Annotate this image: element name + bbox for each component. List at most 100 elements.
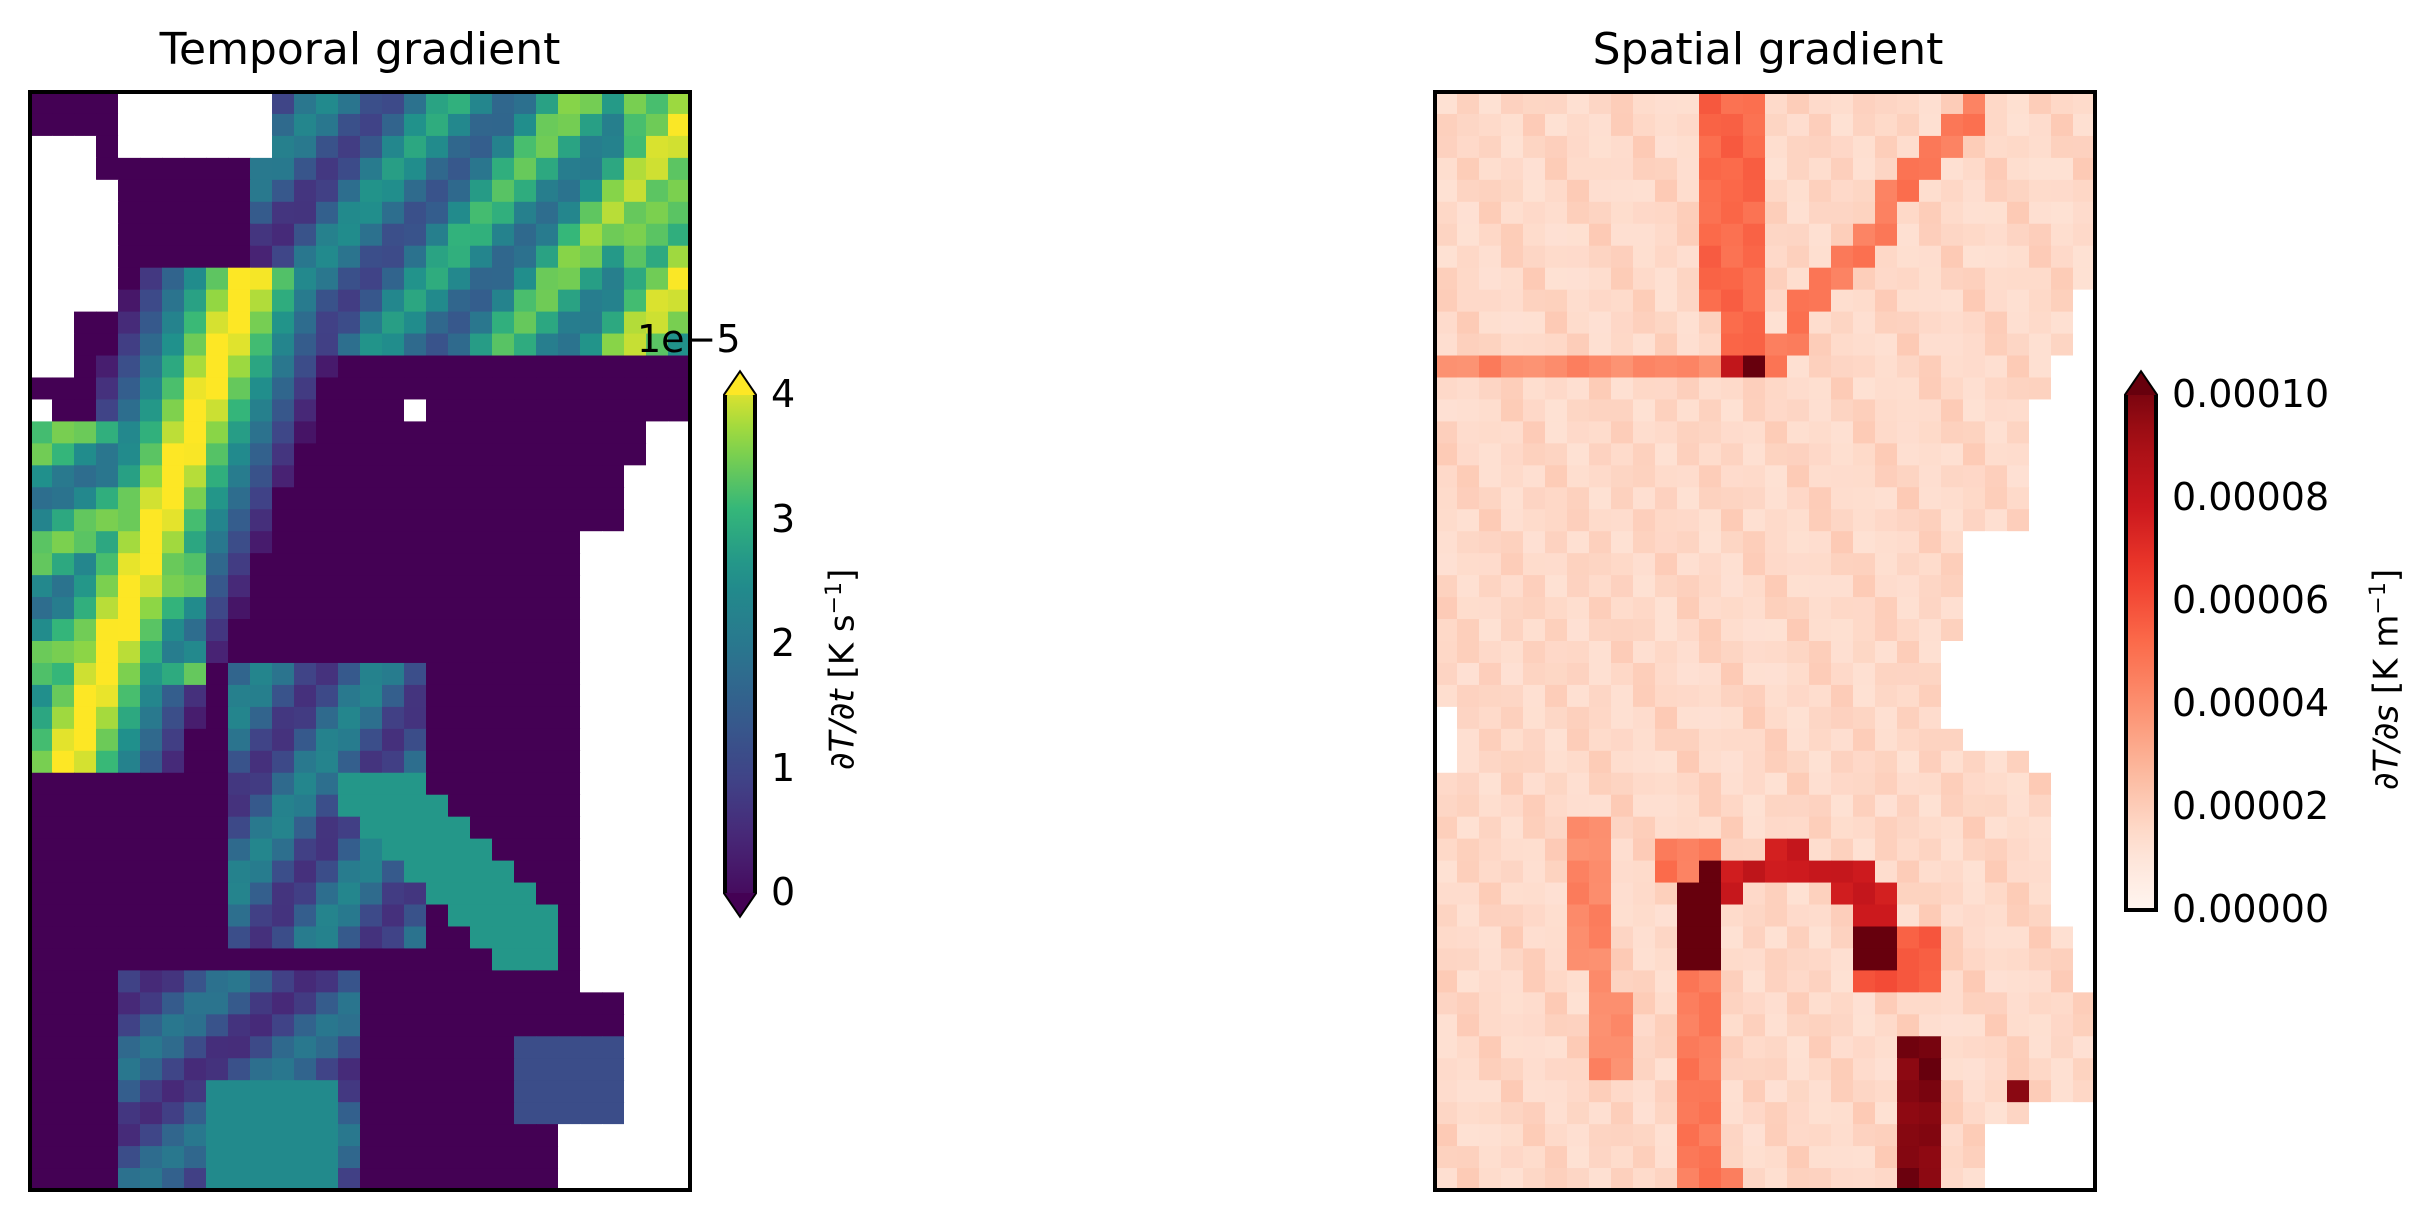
heatmap-cell-temporal-29-25 (580, 728, 603, 752)
heatmap-cell-temporal-44-0 (30, 1058, 53, 1081)
heatmap-cell-spatial-25-29 (2073, 641, 2096, 664)
heatmap-cell-spatial-9-7 (1589, 289, 1612, 313)
heatmap-cell-temporal-49-17 (404, 1168, 427, 1191)
heatmap-cell-spatial-26-14 (1743, 662, 1766, 686)
heatmap-cell-spatial-42-1 (1457, 1014, 1480, 1037)
heatmap-cell-temporal-45-20 (470, 1080, 493, 1103)
heatmap-cell-temporal-30-19 (448, 750, 471, 774)
heatmap-cell-spatial-17-1 (1457, 465, 1480, 488)
heatmap-cell-spatial-27-26 (2007, 684, 2030, 708)
heatmap-cell-temporal-32-12 (294, 794, 317, 818)
heatmap-cell-temporal-29-18 (426, 728, 449, 752)
heatmap-cell-temporal-2-18 (426, 135, 449, 159)
heatmap-cell-temporal-36-28 (646, 882, 669, 906)
heatmap-cell-spatial-32-24 (1963, 794, 1986, 818)
heatmap-cell-temporal-48-28 (646, 1146, 669, 1169)
heatmap-cell-temporal-35-9 (228, 860, 251, 884)
heatmap-cell-temporal-48-16 (382, 1146, 405, 1169)
heatmap-cell-temporal-21-0 (30, 553, 53, 576)
heatmap-cell-spatial-0-20 (1875, 92, 1898, 115)
heatmap-cell-spatial-43-3 (1501, 1036, 1524, 1059)
heatmap-cell-temporal-14-5 (140, 399, 163, 422)
heatmap-cell-spatial-37-18 (1831, 904, 1854, 928)
heatmap-cell-spatial-47-13 (1721, 1124, 1744, 1147)
heatmap-cell-temporal-33-28 (646, 816, 669, 840)
heatmap-cell-temporal-8-13 (316, 267, 339, 291)
heatmap-cell-spatial-26-7 (1589, 662, 1612, 686)
heatmap-cell-spatial-37-24 (1963, 904, 1986, 928)
heatmap-cell-spatial-30-3 (1501, 750, 1524, 774)
heatmap-cell-temporal-46-26 (602, 1102, 625, 1125)
heatmap-cell-spatial-22-3 (1501, 575, 1524, 598)
heatmap-cell-spatial-43-20 (1875, 1036, 1898, 1059)
heatmap-cell-spatial-10-1 (1457, 311, 1480, 335)
heatmap-cell-spatial-36-8 (1611, 882, 1634, 906)
heatmap-cell-spatial-9-19 (1853, 289, 1876, 313)
heatmap-cell-temporal-36-8 (206, 882, 229, 906)
heatmap-cell-temporal-47-28 (646, 1124, 669, 1147)
heatmap-cell-temporal-14-23 (536, 399, 559, 422)
heatmap-cell-temporal-8-24 (558, 267, 581, 291)
heatmap-cell-spatial-35-27 (2029, 860, 2052, 884)
heatmap-cell-spatial-34-6 (1567, 838, 1590, 862)
heatmap-cell-temporal-33-15 (360, 816, 383, 840)
heatmap-cell-temporal-29-10 (250, 728, 273, 752)
heatmap-cell-temporal-36-9 (228, 882, 251, 906)
heatmap-cell-temporal-22-19 (448, 575, 471, 598)
heatmap-cell-spatial-45-20 (1875, 1080, 1898, 1103)
heatmap-cell-spatial-10-25 (1985, 311, 2008, 335)
heatmap-cell-spatial-29-9 (1633, 728, 1656, 752)
heatmap-cell-spatial-34-2 (1479, 838, 1502, 862)
heatmap-cell-spatial-15-3 (1501, 421, 1524, 444)
heatmap-cell-temporal-15-23 (536, 421, 559, 444)
heatmap-cell-temporal-37-0 (30, 904, 53, 928)
heatmap-cell-temporal-24-4 (118, 619, 141, 642)
heatmap-cell-spatial-44-17 (1809, 1058, 1832, 1081)
heatmap-cell-temporal-32-29 (668, 794, 691, 818)
heatmap-cell-spatial-22-0 (1435, 575, 1458, 598)
heatmap-cell-spatial-42-4 (1523, 1014, 1546, 1037)
heatmap-cell-temporal-34-13 (316, 838, 339, 862)
heatmap-cell-spatial-12-4 (1523, 355, 1546, 379)
heatmap-cell-temporal-43-16 (382, 1036, 405, 1059)
heatmap-cell-spatial-28-14 (1743, 706, 1766, 730)
heatmap-cell-temporal-49-14 (338, 1168, 361, 1191)
heatmap-cell-temporal-19-10 (250, 509, 273, 532)
heatmap-cell-spatial-37-22 (1919, 904, 1942, 928)
heatmap-cell-temporal-8-16 (382, 267, 405, 291)
heatmap-cell-spatial-35-18 (1831, 860, 1854, 884)
heatmap-cell-spatial-44-15 (1765, 1058, 1788, 1081)
heatmap-cell-temporal-2-15 (360, 135, 383, 159)
heatmap-cell-spatial-6-6 (1567, 223, 1590, 247)
heatmap-cell-temporal-9-12 (294, 289, 317, 313)
heatmap-cell-temporal-7-28 (646, 245, 669, 269)
heatmap-cell-temporal-12-10 (250, 355, 273, 379)
heatmap-cell-temporal-20-6 (162, 531, 185, 554)
heatmap-cell-temporal-9-7 (184, 289, 207, 313)
heatmap-cell-temporal-25-21 (492, 641, 515, 664)
heatmap-cell-spatial-7-8 (1611, 245, 1634, 269)
heatmap-cell-spatial-10-15 (1765, 311, 1788, 335)
heatmap-cell-temporal-29-22 (514, 728, 537, 752)
heatmap-cell-temporal-22-0 (30, 575, 53, 598)
heatmap-cell-spatial-17-26 (2007, 465, 2030, 488)
heatmap-cell-spatial-10-28 (2051, 311, 2074, 335)
heatmap-cell-spatial-38-6 (1567, 926, 1590, 950)
heatmap-cell-spatial-13-28 (2051, 377, 2074, 401)
heatmap-cell-temporal-18-25 (580, 487, 603, 510)
heatmap-cell-spatial-36-15 (1765, 882, 1788, 906)
heatmap-cell-temporal-33-9 (228, 816, 251, 840)
heatmap-cell-spatial-29-22 (1919, 728, 1942, 752)
heatmap-cell-temporal-20-14 (338, 531, 361, 554)
heatmap-cell-spatial-17-7 (1589, 465, 1612, 488)
heatmap-cell-spatial-21-15 (1765, 553, 1788, 576)
heatmap-cell-spatial-25-25 (1985, 641, 2008, 664)
heatmap-cell-temporal-8-29 (668, 267, 691, 291)
heatmap-cell-spatial-32-14 (1743, 794, 1766, 818)
heatmap-cell-temporal-20-27 (624, 531, 647, 554)
heatmap-cell-temporal-10-12 (294, 311, 317, 335)
heatmap-cell-temporal-38-14 (338, 926, 361, 950)
heatmap-cell-spatial-24-8 (1611, 619, 1634, 642)
heatmap-cell-temporal-33-27 (624, 816, 647, 840)
heatmap-cell-spatial-2-23 (1941, 135, 1964, 159)
